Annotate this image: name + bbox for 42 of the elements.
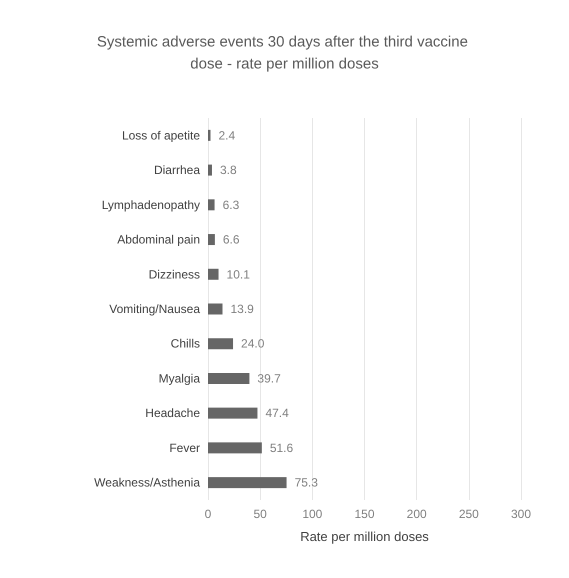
- y-tick-label: Diarrhea: [154, 163, 200, 178]
- data-label: 3.8: [220, 163, 237, 178]
- y-tick-label: Chills: [170, 336, 200, 351]
- bar: [208, 199, 215, 210]
- data-label: 2.4: [218, 128, 236, 142]
- data-label: 51.6: [270, 440, 294, 455]
- y-tick-label: Dizziness: [148, 267, 200, 282]
- data-label: 39.7: [257, 371, 282, 386]
- y-tick-label: Fever: [169, 440, 200, 455]
- bar: [208, 304, 222, 314]
- x-tick-label: 250: [458, 507, 480, 521]
- y-tick-label: Loss of apetite: [122, 128, 200, 142]
- x-axis-title: Rate per million doses: [300, 529, 430, 544]
- y-tick-label: Myalgia: [158, 371, 200, 386]
- data-label: 13.9: [230, 302, 254, 316]
- bar: [208, 408, 258, 419]
- data-label: 75.3: [294, 476, 318, 490]
- x-tick-label: 150: [354, 507, 375, 521]
- y-tick-label: Vomiting/Nausea: [109, 302, 200, 316]
- data-label: 10.1: [226, 267, 250, 282]
- y-tick-label: Weakness/Asthenia: [94, 476, 200, 490]
- y-tick-label: Abdominal pain: [117, 232, 200, 247]
- chart-title: Systemic adverse events 30 days after the third vaccine dose - rate per million doses: [96, 34, 472, 72]
- y-tick-label: Lymphadenopathy: [102, 198, 200, 212]
- data-label: 24.0: [241, 336, 265, 351]
- bar: [208, 477, 287, 488]
- x-tick-label: 200: [406, 507, 427, 521]
- data-label: 6.3: [222, 198, 240, 212]
- bar: [208, 234, 215, 246]
- bar: [208, 130, 211, 141]
- bar: [208, 372, 250, 384]
- y-tick-label: Headache: [145, 406, 200, 420]
- data-label: 47.4: [265, 406, 290, 420]
- x-tick-label: 50: [253, 507, 268, 521]
- data-label: 6.6: [222, 232, 240, 247]
- x-tick-label: 300: [510, 507, 532, 521]
- bar: [208, 442, 262, 454]
- x-tick-label: 0: [204, 507, 212, 521]
- bar: [208, 338, 234, 350]
- bar: [208, 268, 219, 280]
- bar: [208, 164, 212, 176]
- x-tick-label: 100: [302, 507, 323, 521]
